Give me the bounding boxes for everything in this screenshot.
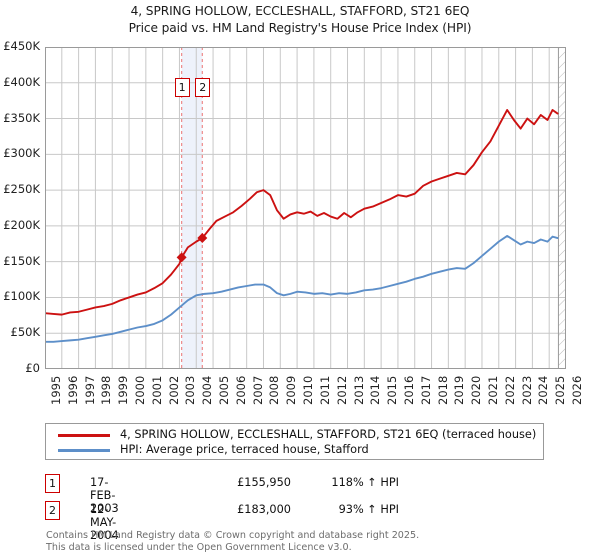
x-axis-tick-label: 2017 [418, 375, 433, 405]
y-axis-tick-label: £0 [25, 361, 40, 375]
x-axis-tick-label: 2024 [536, 375, 551, 405]
x-axis-tick-label: 2006 [233, 375, 248, 405]
x-axis-tick-label: 2007 [250, 375, 265, 405]
transaction-flag-2[interactable]: 2 [195, 78, 211, 97]
plot-frame [45, 47, 566, 369]
highlight-band [181, 47, 203, 369]
transaction-price: £183,000 [237, 503, 291, 516]
y-axis-tick-label: £250K [3, 182, 40, 197]
x-axis-tick-label: 2019 [452, 375, 467, 405]
line-swatch-blue-icon [58, 449, 110, 452]
x-axis-tick-label: 2011 [317, 375, 332, 405]
x-axis-tick-label: 2013 [351, 375, 366, 405]
transaction-index-badge: 1 [45, 474, 60, 493]
x-axis-tick-label: 2009 [284, 375, 299, 405]
projection-hatch-region [557, 47, 566, 369]
y-axis-tick-label: £100K [3, 289, 40, 304]
x-axis-tick-label: 2020 [469, 375, 484, 405]
x-axis-tick-label: 1999 [116, 375, 131, 405]
footer-line-1: Contains HM Land Registry data © Crown c… [46, 530, 420, 541]
line-swatch-red-icon [58, 434, 110, 437]
transaction-date: 12-MAY-2004 [90, 503, 119, 542]
x-axis-tick-label: 2005 [217, 375, 232, 405]
page-subtitle: Price paid vs. HM Land Registry's House … [128, 21, 472, 35]
transaction-index-badge: 2 [45, 501, 60, 520]
x-axis-tick-label: 2003 [183, 375, 198, 405]
x-axis-tick-label: 2010 [301, 375, 316, 405]
x-axis-tick-label: 2014 [368, 375, 383, 405]
x-axis-tick-label: 2026 [570, 375, 584, 405]
y-axis-tick-label: £200K [3, 217, 40, 232]
y-axis-tick-label: £50K [10, 325, 41, 340]
x-axis-tick-label: 2001 [149, 375, 164, 405]
legend-item-hpi: HPI: Average price, terraced house, Staf… [46, 443, 543, 459]
page-title: 4, SPRING HOLLOW, ECCLESHALL, STAFFORD, … [130, 4, 470, 18]
x-axis-tick-label: 1995 [49, 375, 63, 405]
transaction-hpi-delta: 118% ↑ HPI [331, 476, 399, 489]
gridlines [45, 47, 566, 369]
transaction-date: 17-FEB-2003 [90, 476, 119, 515]
series-lines [45, 109, 559, 343]
x-axis-tick-label: 1997 [82, 375, 97, 405]
legend-label-hpi: HPI: Average price, terraced house, Staf… [120, 443, 369, 456]
transaction-flag-1[interactable]: 1 [174, 78, 190, 97]
x-axis-tick-label: 2025 [553, 375, 568, 405]
y-axis-tick-label: £400K [3, 74, 40, 89]
transaction-markers [176, 233, 208, 263]
y-axis-tick-label: £450K [3, 39, 40, 53]
x-axis-tick-label: 2016 [401, 375, 416, 405]
x-axis-tick-label: 2021 [485, 375, 500, 405]
transaction-hpi-delta: 93% ↑ HPI [338, 503, 399, 516]
chart-svg [45, 47, 566, 369]
transaction-price: £155,950 [237, 476, 291, 489]
x-axis-tick-label: 2018 [435, 375, 450, 405]
chart-legend: 4, SPRING HOLLOW, ECCLESHALL, STAFFORD, … [45, 423, 544, 460]
x-axis-tick-label: 2008 [267, 375, 282, 405]
x-axis-tick-label: 2000 [133, 375, 148, 405]
plot-area [45, 47, 566, 369]
x-axis-tick-label: 2004 [200, 375, 215, 405]
legend-label-property: 4, SPRING HOLLOW, ECCLESHALL, STAFFORD, … [120, 428, 537, 441]
x-axis-tick-label: 2012 [334, 375, 349, 405]
x-axis-tick-label: 1996 [65, 375, 80, 405]
x-axis-tick-label: 2015 [385, 375, 400, 405]
y-axis-tick-label: £150K [3, 253, 40, 268]
x-axis-tick-label: 1998 [99, 375, 114, 405]
footer-attribution: Contains HM Land Registry data © Crown c… [46, 530, 566, 553]
y-axis-tick-label: £300K [3, 146, 40, 161]
x-axis-tick-label: 2022 [502, 375, 517, 405]
x-axis-tick-label: 2002 [166, 375, 181, 405]
y-axis-tick-label: £350K [3, 110, 40, 125]
legend-item-property: 4, SPRING HOLLOW, ECCLESHALL, STAFFORD, … [46, 428, 543, 444]
x-axis-tick-label: 2023 [519, 375, 534, 405]
footer-line-2: This data is licensed under the Open Gov… [46, 541, 352, 553]
